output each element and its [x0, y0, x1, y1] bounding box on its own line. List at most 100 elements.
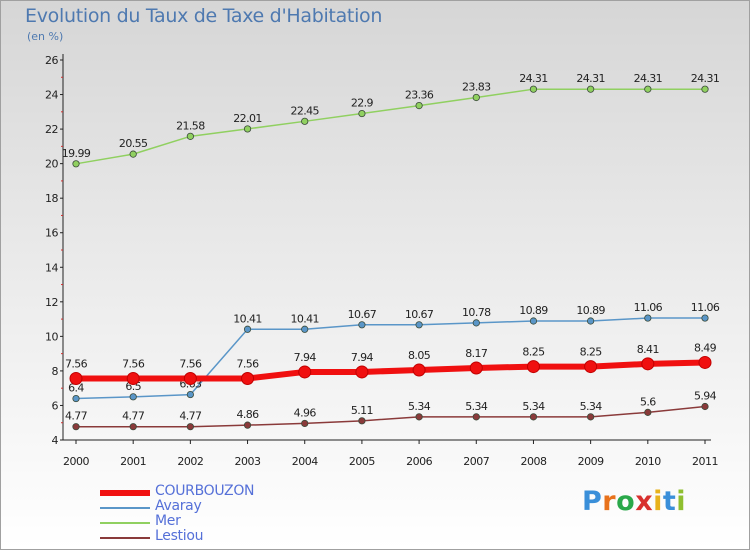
data-label: 10.89: [519, 304, 548, 317]
series-line: [76, 359, 706, 382]
logo-letter: o: [616, 486, 636, 517]
data-point: [72, 394, 80, 403]
x-tick-label: 2007: [463, 455, 489, 468]
data-label: 5.34: [580, 400, 603, 413]
data-label: 11.06: [691, 301, 720, 314]
data-label: 7.56: [122, 358, 145, 371]
legend-label: Mer: [155, 513, 181, 529]
data-label: 19.99: [62, 147, 91, 160]
series-lestiou: 4.77 4.77 4.77 4.86 4.96 5.11 5.34 5.34 5.34 5.34…: [65, 389, 717, 431]
data-label: 5.6: [640, 395, 656, 408]
data-point: [183, 372, 197, 386]
legend-label: COURBOUZON: [155, 483, 255, 499]
data-label: 24.31: [691, 72, 720, 85]
x-tick-label: 2011: [692, 455, 718, 468]
legend-swatch: [100, 507, 150, 509]
y-tick-label: 16: [45, 227, 58, 240]
data-label: 8.49: [694, 341, 717, 354]
data-point: [526, 360, 540, 374]
y-tick-label: 14: [45, 261, 58, 274]
data-label: 23.83: [462, 80, 491, 93]
data-label: 10.67: [405, 308, 434, 321]
logo-letter: t: [662, 486, 677, 517]
series-line: [75, 317, 705, 400]
data-point: [358, 417, 366, 425]
data-label: 21.58: [176, 119, 205, 132]
series-line: [75, 88, 705, 165]
y-tick-label: 18: [45, 192, 58, 205]
data-label: 10.41: [233, 312, 262, 325]
logo-letter: i: [676, 486, 687, 517]
data-label: 24.31: [634, 72, 663, 85]
x-tick-label: 2002: [177, 455, 203, 468]
data-point: [587, 85, 595, 93]
proxiti-logo: Proxiti: [582, 486, 686, 517]
data-point: [186, 132, 194, 140]
data-label: 7.56: [179, 358, 202, 371]
data-point: [358, 109, 366, 118]
x-tick-label: 2008: [520, 455, 546, 468]
y-tick-label: 20: [45, 158, 58, 171]
data-label: 20.55: [119, 137, 148, 150]
data-point: [587, 317, 595, 325]
data-label: 8.41: [637, 343, 659, 356]
data-label: 4.77: [65, 410, 88, 423]
data-label: 7.56: [65, 358, 88, 371]
data-label: 8.17: [465, 347, 488, 360]
chart-subtitle: (en %): [27, 30, 64, 43]
y-tick-label: 8: [52, 365, 59, 378]
data-point: [529, 317, 538, 325]
data-label: 6.4: [68, 382, 84, 395]
series-courbouzon: 7.56 7.56 7.56 7.56 7.94 7.94 8.05 8.17 8.25 8.25…: [65, 341, 717, 386]
data-point: [584, 360, 598, 374]
data-label: 5.34: [465, 400, 488, 413]
data-point: [72, 423, 80, 431]
data-point: [415, 321, 423, 329]
y-tick-label: 6: [52, 399, 59, 412]
data-label: 10.41: [290, 312, 319, 325]
data-label: 22.01: [233, 112, 262, 125]
y-tick-label: 22: [45, 123, 58, 136]
data-label: 4.77: [122, 410, 145, 423]
data-label: 7.94: [351, 351, 374, 364]
data-point: [472, 413, 480, 421]
data-point: [472, 93, 480, 102]
data-point: [701, 314, 709, 322]
data-point: [241, 372, 255, 386]
x-tick-label: 2006: [406, 455, 432, 468]
y-tick-label: 12: [45, 296, 58, 309]
data-point: [472, 319, 480, 327]
data-point: [469, 361, 483, 375]
x-tick-label: 2000: [63, 455, 89, 468]
legend-label: Lestiou: [155, 528, 204, 544]
data-point: [72, 160, 80, 168]
data-point: [301, 117, 309, 125]
x-tick-label: 2004: [292, 455, 318, 468]
series-line: [76, 405, 706, 428]
data-point: [644, 408, 652, 416]
chart-title: Evolution du Taux de Taxe d'Habitation: [25, 5, 383, 27]
x-tick-label: 2010: [635, 455, 661, 468]
data-label: 11.06: [634, 301, 663, 314]
data-point: [698, 355, 712, 369]
data-label: 8.25: [522, 346, 545, 359]
data-label: 10.67: [348, 308, 377, 321]
data-point: [243, 125, 252, 133]
x-tick-label: 2003: [235, 455, 261, 468]
data-label: 4.96: [294, 406, 317, 419]
data-label: 5.34: [408, 400, 431, 413]
data-label: 5.11: [351, 404, 373, 417]
y-tick-label: 26: [45, 54, 58, 67]
data-point: [129, 393, 137, 401]
data-label: 22.45: [290, 104, 319, 117]
data-point: [186, 390, 194, 399]
data-point: [701, 402, 709, 411]
data-label: 10.89: [576, 304, 605, 317]
data-point: [69, 372, 83, 386]
data-point: [126, 372, 140, 386]
data-point: [129, 423, 137, 431]
legend-swatch: [100, 537, 150, 539]
logo-letter: i: [653, 486, 663, 517]
